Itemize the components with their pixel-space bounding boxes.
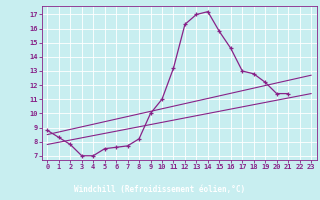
- Text: Windchill (Refroidissement éolien,°C): Windchill (Refroidissement éolien,°C): [75, 185, 245, 194]
